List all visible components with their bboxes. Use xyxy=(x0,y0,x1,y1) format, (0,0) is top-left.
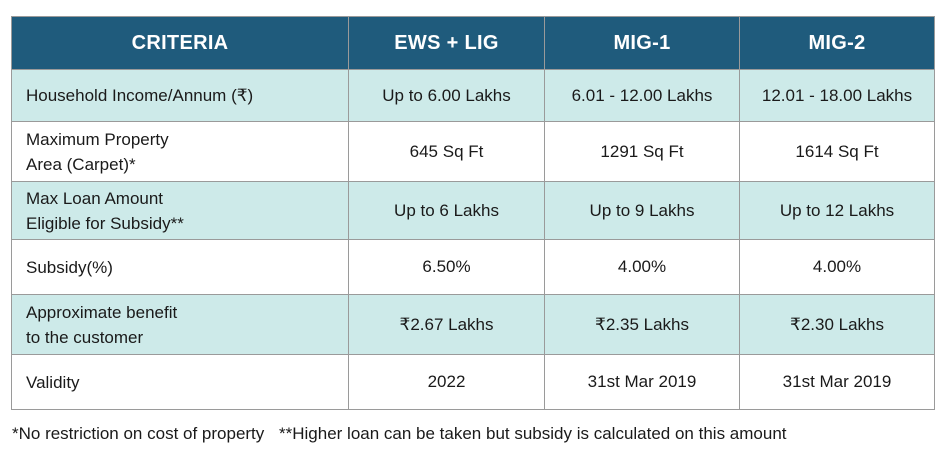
cell-mig-1: Up to 9 Lakhs xyxy=(544,181,740,240)
cell-ews-lig: 6.50% xyxy=(348,239,545,295)
footnote-higher-loan: **Higher loan can be taken but subsidy i… xyxy=(279,424,787,443)
row-validity: Validity 2022 31st Mar 2019 31st Mar 201… xyxy=(11,354,935,410)
header-mig-2: MIG-2 xyxy=(739,16,935,70)
row-label: Maximum Property Area (Carpet)* xyxy=(11,121,349,182)
row-approximate-benefit: Approximate benefit to the customer ₹2.67… xyxy=(11,294,935,355)
row-label-line: Max Loan Amount xyxy=(26,188,164,208)
footnotes: *No restriction on cost of property **Hi… xyxy=(12,424,787,444)
header-ews-lig: EWS + LIG xyxy=(348,16,545,70)
cell-ews-lig: Up to 6.00 Lakhs xyxy=(348,69,545,122)
row-label-line: Eligible for Subsidy** xyxy=(26,213,184,233)
cell-mig-1: 1291 Sq Ft xyxy=(544,121,740,182)
cell-ews-lig: 2022 xyxy=(348,354,545,410)
cell-ews-lig: 645 Sq Ft xyxy=(348,121,545,182)
row-label: Approximate benefit to the customer xyxy=(11,294,349,355)
row-label: Validity xyxy=(11,354,349,410)
header-row: CRITERIA EWS + LIG MIG-1 MIG-2 xyxy=(11,16,935,70)
row-label-line: Area (Carpet)* xyxy=(26,154,136,174)
cell-ews-lig: Up to 6 Lakhs xyxy=(348,181,545,240)
cell-mig-2: 31st Mar 2019 xyxy=(739,354,935,410)
cell-mig-2: ₹2.30 Lakhs xyxy=(739,294,935,355)
cell-mig-2: 4.00% xyxy=(739,239,935,295)
row-label: Household Income/Annum (₹) xyxy=(11,69,349,122)
pmay-criteria-table: CRITERIA EWS + LIG MIG-1 MIG-2 Household… xyxy=(11,16,935,410)
row-subsidy-percent: Subsidy(%) 6.50% 4.00% 4.00% xyxy=(11,239,935,295)
row-label-line: Approximate benefit xyxy=(26,302,178,322)
cell-mig-1: 31st Mar 2019 xyxy=(544,354,740,410)
cell-ews-lig: ₹2.67 Lakhs xyxy=(348,294,545,355)
row-label-line: Subsidy(%) xyxy=(26,257,113,277)
row-label-line: Maximum Property xyxy=(26,129,169,149)
cell-mig-2: 12.01 - 18.00 Lakhs xyxy=(739,69,935,122)
row-max-loan-amount: Max Loan Amount Eligible for Subsidy** Up… xyxy=(11,181,935,240)
cell-mig-1: ₹2.35 Lakhs xyxy=(544,294,740,355)
cell-mig-2: Up to 12 Lakhs xyxy=(739,181,935,240)
row-label-line: Household Income/Annum (₹) xyxy=(26,86,254,105)
row-label: Subsidy(%) xyxy=(11,239,349,295)
cell-mig-1: 4.00% xyxy=(544,239,740,295)
row-label: Max Loan Amount Eligible for Subsidy** xyxy=(11,181,349,240)
row-label-line: Validity xyxy=(26,372,80,392)
row-household-income: Household Income/Annum (₹) Up to 6.00 La… xyxy=(11,69,935,122)
cell-mig-2: 1614 Sq Ft xyxy=(739,121,935,182)
header-mig-1: MIG-1 xyxy=(544,16,740,70)
footnote-property-cost: *No restriction on cost of property xyxy=(12,424,265,443)
cell-mig-1: 6.01 - 12.00 Lakhs xyxy=(544,69,740,122)
header-criteria: CRITERIA xyxy=(11,16,349,70)
row-label-line: to the customer xyxy=(26,327,144,347)
row-max-property-area: Maximum Property Area (Carpet)* 645 Sq Ft… xyxy=(11,121,935,182)
